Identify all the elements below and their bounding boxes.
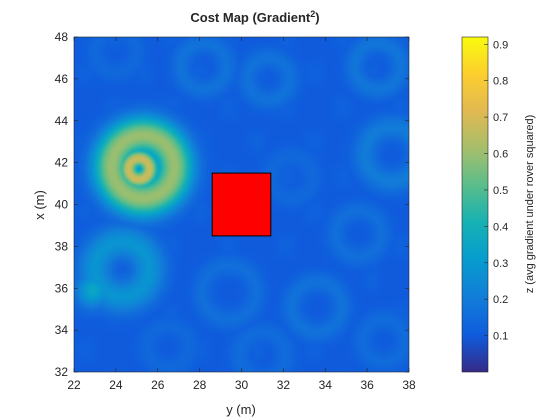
x-tick-label: 30 — [235, 378, 249, 392]
chart-title-superscript: 2 — [310, 9, 315, 19]
y-tick-label: 32 — [55, 365, 69, 379]
y-tick-label: 34 — [55, 323, 69, 337]
chart-title-close: ) — [315, 10, 319, 25]
colorbar-tick-label: 0.1 — [493, 331, 508, 343]
x-tick-label: 34 — [319, 378, 333, 392]
x-tick-label: 22 — [67, 378, 81, 392]
colorbar-ticks: 0.1 0.2 0.3 0.4 0.5 0.6 0.7 0.8 0.9 — [484, 39, 508, 343]
y-tick-label: 44 — [55, 114, 69, 128]
x-tick-label: 36 — [360, 378, 374, 392]
y-tick-label: 38 — [55, 239, 69, 253]
y-tick-label: 46 — [55, 72, 69, 86]
obstacle-box — [211, 172, 272, 237]
colorbar-tick-label: 0.7 — [493, 112, 508, 124]
x-tick-label: 26 — [151, 378, 165, 392]
chart-title: Cost Map (Gradient2) — [190, 9, 319, 25]
colorbar-tick-label: 0.5 — [493, 185, 508, 197]
y-tick-label: 36 — [55, 281, 69, 295]
x-tick-label: 32 — [277, 378, 291, 392]
y-axis-label: x (m) — [32, 190, 47, 220]
colorbar-tick-label: 0.9 — [493, 39, 508, 51]
colorbar-label: z (avg gradient under rover squared) — [524, 115, 536, 294]
colorbar-tick-label: 0.6 — [493, 149, 508, 161]
y-axis-ticks: 32 34 36 38 40 42 44 46 48 — [55, 30, 409, 379]
colorbar-tick-label: 0.4 — [493, 221, 508, 233]
y-tick-label: 42 — [55, 156, 69, 170]
colorbar-tick-label: 0.3 — [493, 258, 508, 270]
x-axis-ticks: 22 24 26 28 30 32 34 36 38 — [67, 37, 416, 392]
x-tick-label: 24 — [109, 378, 123, 392]
y-tick-label: 48 — [55, 30, 69, 44]
x-tick-label: 28 — [193, 378, 207, 392]
x-tick-label: 38 — [402, 378, 416, 392]
x-axis-label: y (m) — [226, 402, 256, 417]
colorbar-tick-label: 0.8 — [493, 76, 508, 88]
colorbar — [461, 36, 489, 373]
colorbar-tick-label: 0.2 — [493, 294, 508, 306]
y-tick-label: 40 — [55, 198, 69, 212]
